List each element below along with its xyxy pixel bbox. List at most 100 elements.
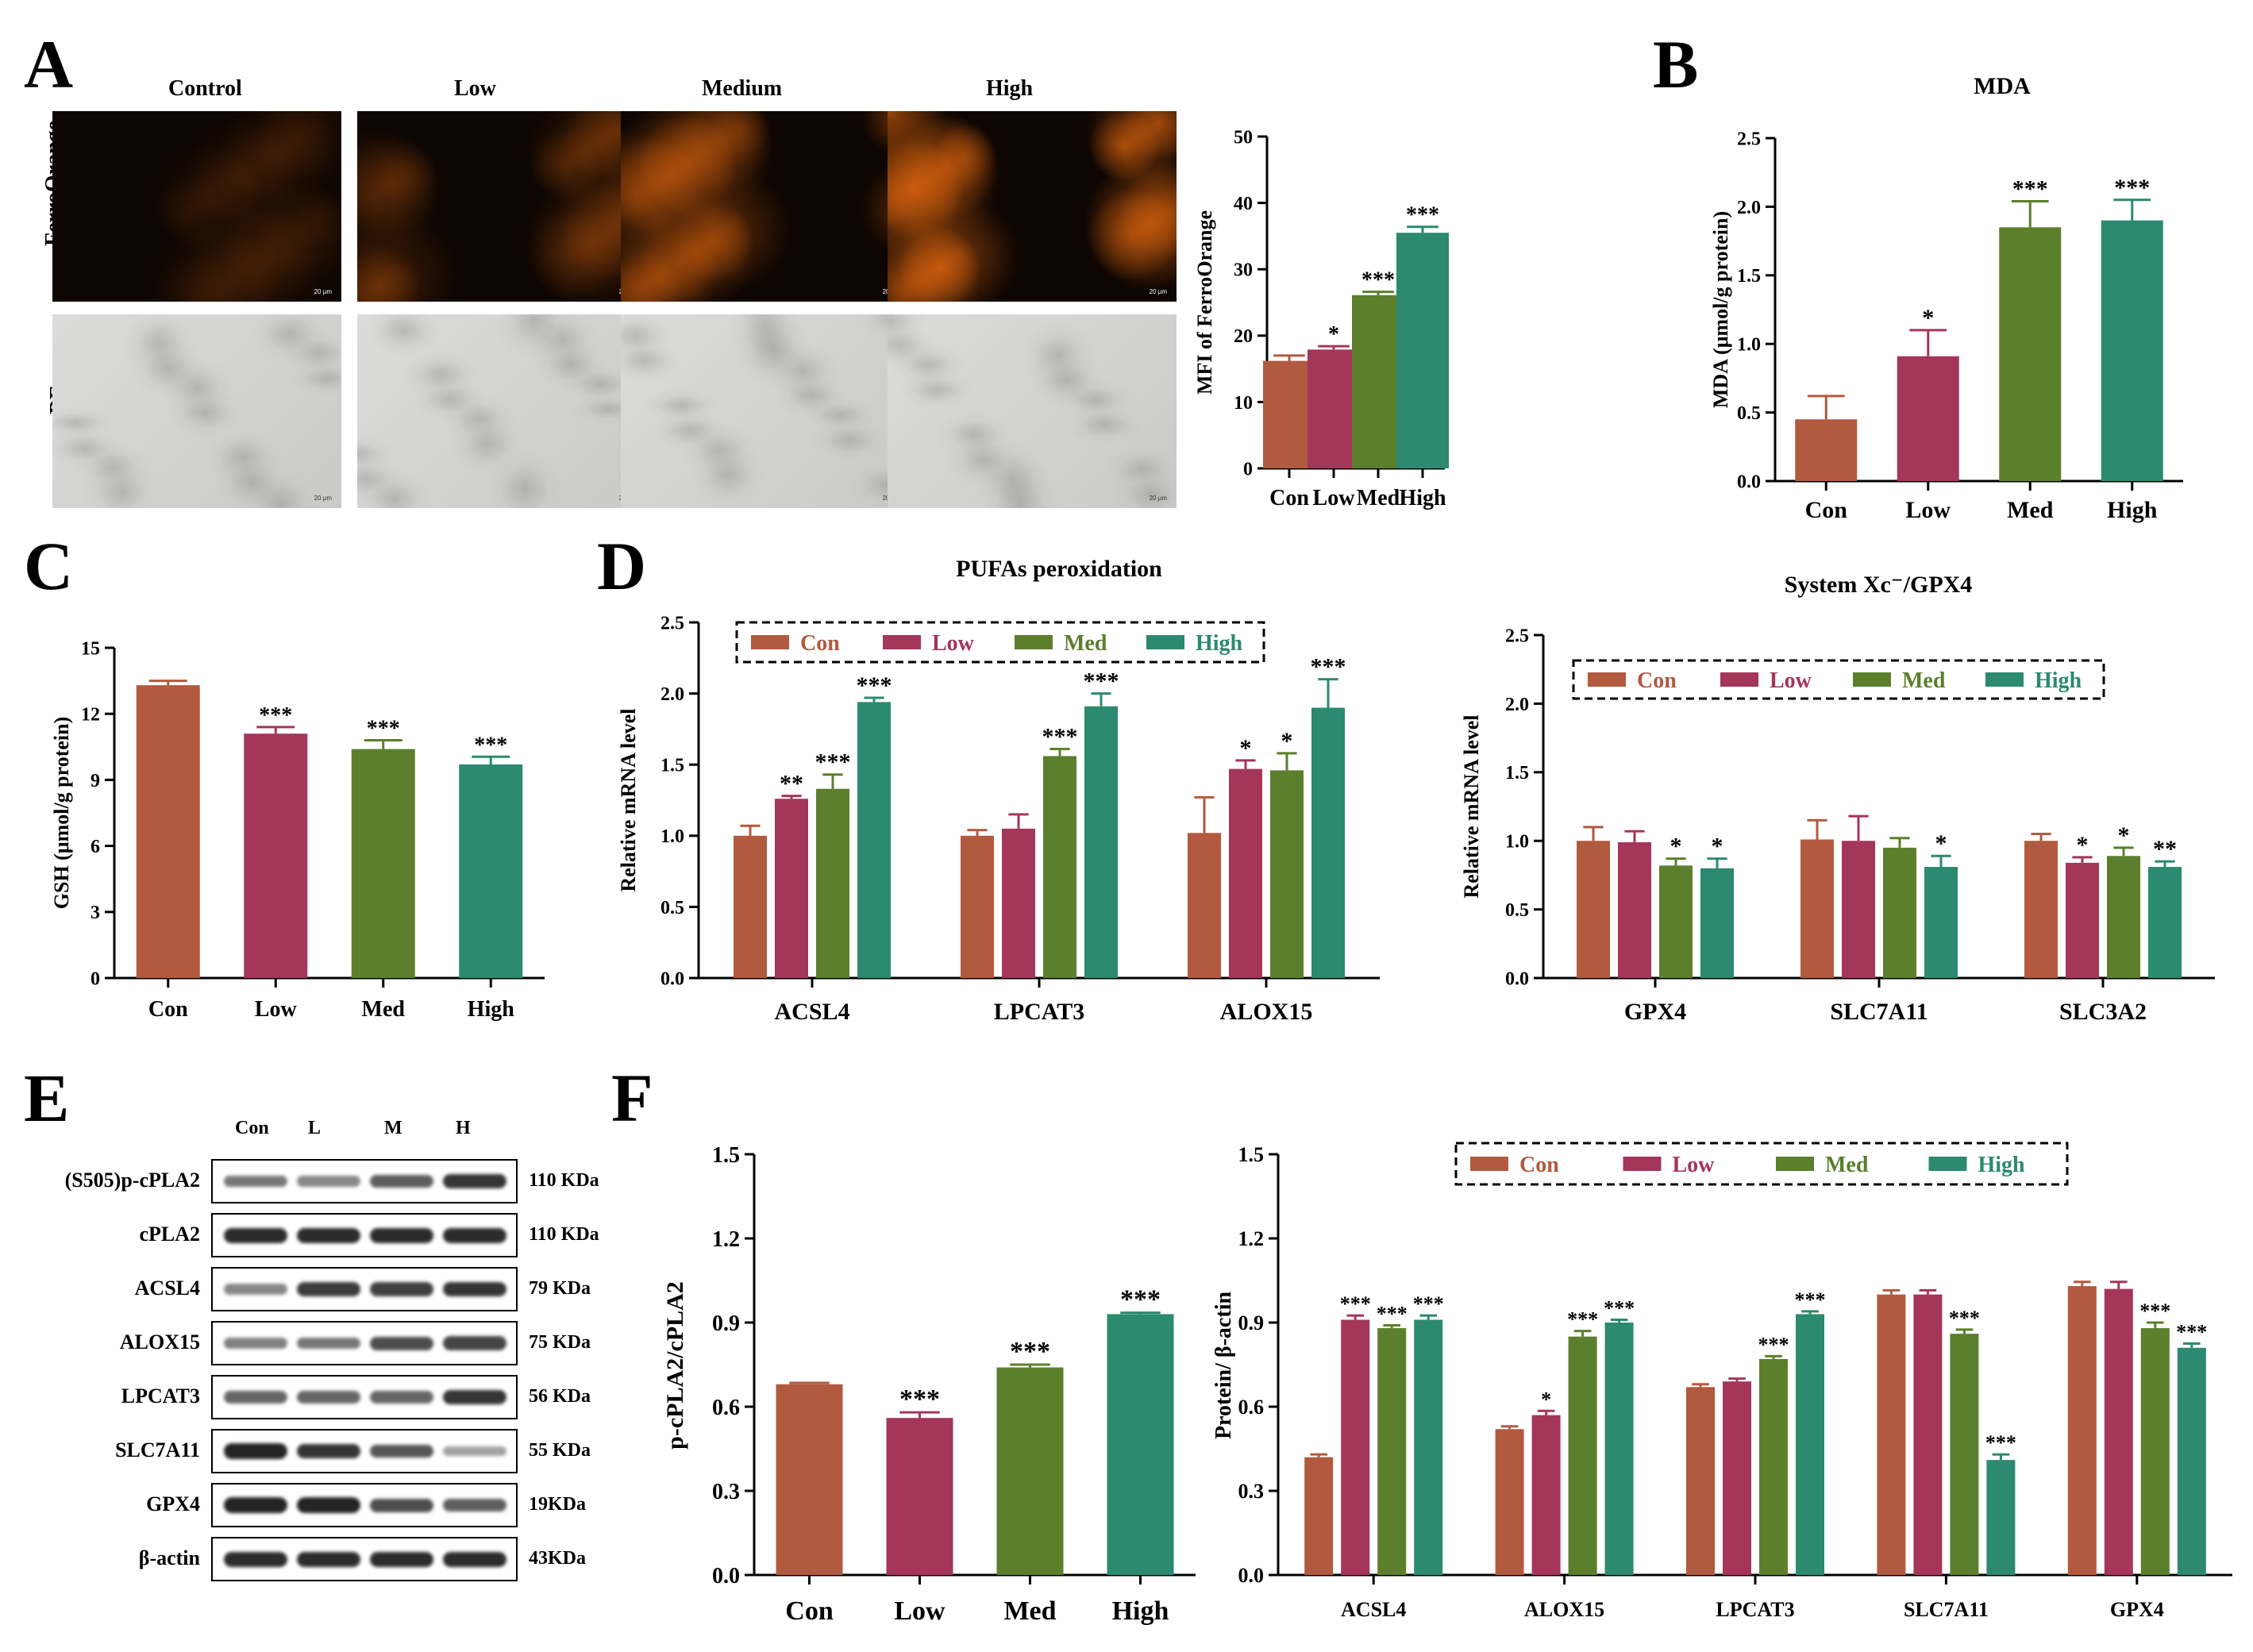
- bar: [2107, 856, 2140, 978]
- significance-label: ***: [1985, 1431, 2016, 1454]
- y-tick-label: 0.3: [1238, 1480, 1265, 1503]
- bar: [1414, 1319, 1443, 1575]
- blot-band: [297, 1443, 360, 1459]
- legend-swatch: [1985, 672, 2024, 687]
- blot-strip-6: [211, 1483, 518, 1527]
- legend-label: Con: [1637, 668, 1677, 693]
- legend-label: High: [1196, 631, 1243, 656]
- legend-box: [735, 621, 1265, 664]
- blot-band: [370, 1498, 433, 1512]
- significance-label: ***: [1311, 654, 1346, 680]
- bar: [776, 1384, 843, 1575]
- blot-band: [224, 1284, 287, 1295]
- significance-label: ***: [259, 703, 292, 728]
- bar: [2177, 1347, 2206, 1575]
- x-tick-label: Low: [255, 997, 298, 1022]
- y-tick-label: 0.0: [1238, 1564, 1265, 1587]
- panel-label-e: E: [24, 1060, 70, 1136]
- x-tick-label: ALOX15: [1524, 1598, 1604, 1621]
- blot-band: [224, 1338, 287, 1349]
- legend-label: Low: [1673, 1153, 1716, 1177]
- bar: [1531, 1415, 1561, 1575]
- legend-swatch: [1146, 635, 1184, 649]
- col-label-low: Low: [454, 76, 496, 101]
- blot-band: [297, 1337, 360, 1350]
- bar: [1495, 1429, 1524, 1575]
- blot-band: [370, 1551, 433, 1567]
- bar: [1396, 233, 1449, 468]
- x-tick-label: GPX4: [1624, 999, 1686, 1025]
- bar: [961, 835, 994, 978]
- bar: [1950, 1334, 1979, 1575]
- bar: [2024, 841, 2058, 978]
- blot-protein-label: GPX4: [146, 1492, 200, 1515]
- chart-d1_pufa: 0.0 0.5 1.0 1.5 2.0 2.5 Relative mRNA level PUF…: [617, 556, 1380, 1025]
- chart-a_mfi: 0 10 20 30 40 50 MFI of FerroOrange Con * Low *** M…: [1193, 127, 1449, 510]
- bar: [1924, 867, 1958, 978]
- significance-label: ***: [2012, 175, 2048, 202]
- bar: [1341, 1319, 1370, 1575]
- bar: [1986, 1460, 2016, 1575]
- bar: [1883, 847, 1916, 978]
- legend-box: [1572, 659, 2105, 700]
- y-axis-label: MFI of FerroOrange: [1193, 210, 1216, 395]
- y-tick-label: 2.5: [660, 613, 684, 633]
- blot-band: [443, 1389, 506, 1405]
- significance-label: ***: [815, 749, 851, 776]
- legend-label: Med: [1902, 668, 1946, 693]
- bar: [1723, 1381, 1751, 1575]
- blot-protein-label: (S505)p-cPLA2: [64, 1169, 200, 1192]
- significance-label: *: [1240, 735, 1252, 761]
- y-axis-label: Protein/ β-actin: [1211, 1292, 1236, 1440]
- y-tick-label: 1.0: [660, 826, 684, 847]
- blot-strip-0: [211, 1159, 518, 1203]
- bar: [1229, 768, 1262, 978]
- chart-b_mda: 0.0 0.5 1.0 1.5 2.0 2.5 MDA (μmol/g protein) MD…: [1709, 73, 2183, 523]
- blot-band: [443, 1551, 506, 1567]
- x-tick-label: High: [1112, 1596, 1169, 1626]
- blot-band: [443, 1227, 506, 1243]
- y-tick-label: 40: [1234, 194, 1253, 214]
- significance-label: ***: [367, 716, 400, 741]
- y-tick-label: 1.5: [1238, 1143, 1265, 1166]
- significance-label: ***: [2114, 175, 2150, 201]
- blot-band: [443, 1446, 506, 1456]
- bar: [1618, 841, 1651, 978]
- bar: [1897, 356, 1959, 481]
- x-tick-label: SLC7A11: [1904, 1598, 1989, 1621]
- blot-size-label: 110 KDa: [529, 1170, 599, 1191]
- legend-swatch: [1623, 1157, 1662, 1171]
- legend-box: [1454, 1142, 2069, 1186]
- y-axis-label: MDA (μmol/g protein): [1709, 211, 1732, 408]
- blot-lane-label: M: [384, 1118, 402, 1138]
- blot-band: [443, 1281, 506, 1297]
- x-tick-label: GPX4: [2110, 1598, 2164, 1621]
- y-tick-label: 0.0: [712, 1564, 740, 1588]
- x-tick-label: Med: [362, 997, 406, 1022]
- bar: [1043, 756, 1076, 978]
- legend-swatch: [1853, 672, 1891, 687]
- x-tick-label: Con: [1269, 486, 1309, 510]
- y-tick-label: 0.0: [1505, 968, 1529, 989]
- bar: [2104, 1288, 2133, 1575]
- blot-strip-3: [211, 1321, 518, 1365]
- significance-label: ***: [1120, 1285, 1161, 1315]
- brightfield-image-low: 20 μm: [357, 314, 646, 508]
- bar: [1304, 1457, 1334, 1575]
- col-label-high: High: [986, 76, 1034, 101]
- y-axis-label: Relative mRNA level: [1460, 714, 1483, 898]
- y-tick-label: 0.0: [1737, 472, 1761, 492]
- bar: [2148, 867, 2182, 978]
- bar: [1107, 1314, 1174, 1575]
- blot-size-label: 75 KDa: [529, 1332, 591, 1353]
- scale-bar-label: 20 μm: [1149, 495, 1167, 502]
- bar: [1311, 707, 1345, 978]
- chart-title: MDA: [1974, 73, 2031, 99]
- significance-label: **: [2153, 836, 2177, 862]
- x-tick-label: Low: [1905, 497, 1951, 523]
- blot-band: [297, 1176, 360, 1187]
- chart-c_gsh: 0 3 6 9 12 15 GSH (μmol/g protein) Con *** Low ***…: [50, 638, 545, 1022]
- y-axis-label: Relative mRNA level: [617, 708, 640, 891]
- significance-label: ***: [1010, 1337, 1050, 1366]
- blot-protein-label: SLC7A11: [115, 1438, 200, 1461]
